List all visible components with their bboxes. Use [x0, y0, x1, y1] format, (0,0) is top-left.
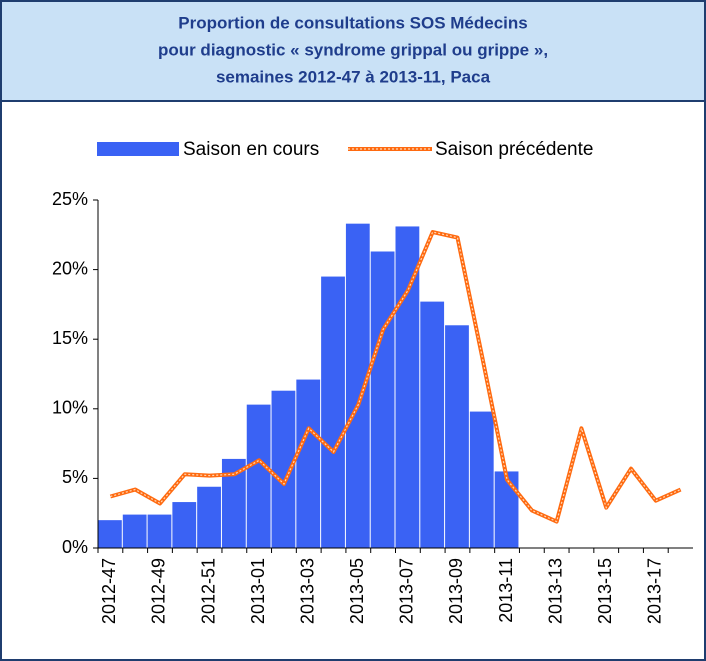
- bar: [98, 520, 122, 548]
- legend-label: Saison en cours: [183, 139, 319, 160]
- chart-title: semaines 2012-47 à 2013-11, Paca: [216, 67, 491, 86]
- x-tick-label: 2013-03: [297, 558, 317, 624]
- bar: [221, 458, 246, 548]
- x-tick-label: 2013-17: [645, 558, 665, 624]
- bar: [420, 301, 445, 548]
- bar: [197, 486, 221, 548]
- y-tick-label: 5%: [62, 467, 88, 487]
- x-tick-label: 2013-11: [496, 558, 516, 623]
- bar: [246, 404, 271, 548]
- bar: [494, 471, 519, 548]
- bar: [395, 226, 420, 548]
- x-tick-label: 2012-51: [198, 558, 218, 624]
- bar: [469, 411, 494, 548]
- line-dots: [110, 231, 681, 523]
- chart-title: Proportion de consultations SOS Médecins: [178, 13, 528, 32]
- y-tick-label: 20%: [52, 258, 88, 278]
- bar: [122, 514, 147, 548]
- y-tick-label: 25%: [52, 189, 88, 209]
- y-tick-label: 10%: [52, 398, 88, 418]
- x-tick-label: 2012-47: [99, 558, 119, 624]
- legend-label: Saison précédente: [435, 139, 593, 160]
- legend-swatch: [97, 142, 179, 156]
- y-tick-label: 15%: [52, 328, 88, 348]
- bar: [147, 514, 172, 548]
- x-tick-label: 2013-15: [595, 558, 615, 624]
- bar: [296, 379, 321, 548]
- bar: [445, 325, 469, 548]
- bar: [271, 390, 296, 548]
- x-tick-label: 2013-13: [545, 558, 565, 624]
- bar: [345, 223, 370, 548]
- bar: [172, 502, 197, 548]
- bar: [321, 276, 345, 548]
- x-tick-label: 2012-49: [149, 558, 169, 624]
- x-tick-label: 2013-01: [248, 558, 268, 624]
- bar: [370, 251, 395, 548]
- y-tick-label: 0%: [62, 537, 88, 557]
- chart-title: pour diagnostic « syndrome grippal ou gr…: [158, 40, 548, 59]
- title-box: [0, 0, 706, 102]
- x-tick-label: 2013-09: [446, 558, 466, 624]
- x-tick-label: 2013-05: [347, 558, 367, 624]
- x-tick-label: 2013-07: [397, 558, 417, 624]
